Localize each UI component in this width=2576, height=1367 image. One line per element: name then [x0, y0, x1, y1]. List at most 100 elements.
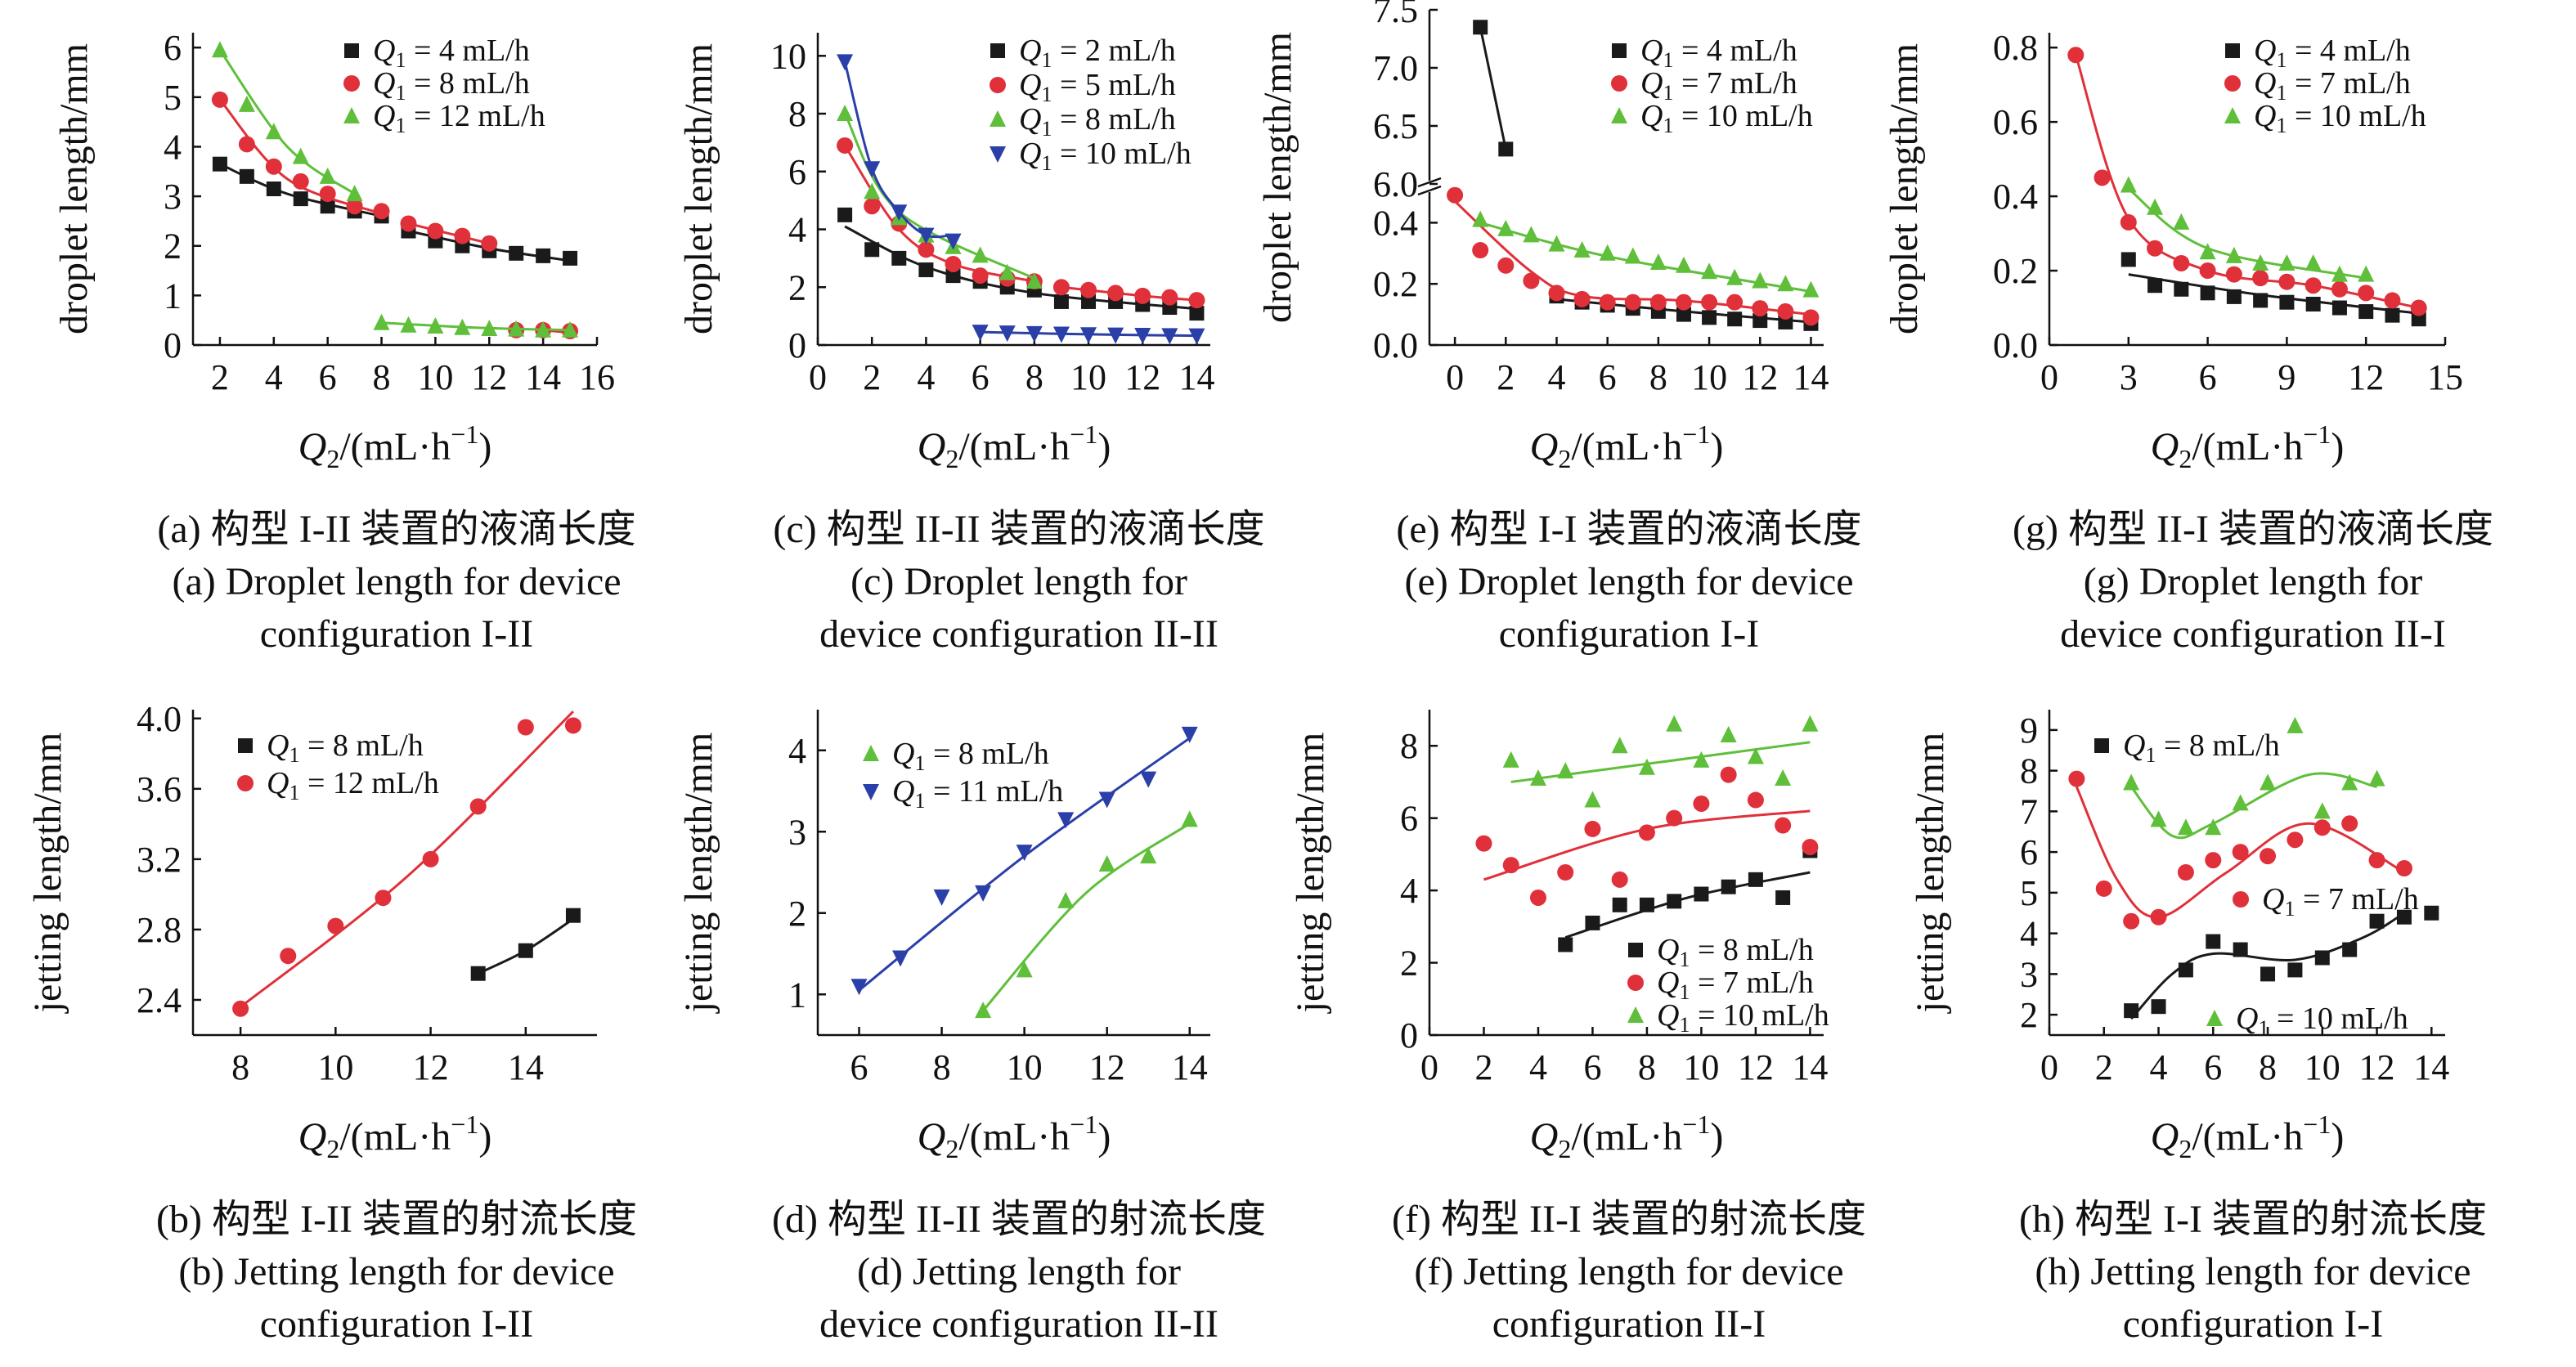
- legend-label-f-2: Q1 = 10 mL/h: [1657, 998, 1829, 1037]
- x-tick-label-e: 8: [1649, 357, 1667, 397]
- y-tick-label-c: 6: [788, 152, 806, 192]
- x-axis-label-f: Q2/(mL·h−1): [1530, 1109, 1724, 1163]
- caption-en-g-2: device configuration II-I: [1942, 608, 2564, 661]
- data-point-c-1-1: [864, 198, 880, 214]
- data-point-c-0-8: [1054, 294, 1069, 309]
- y-tick-label-f: 8: [1400, 726, 1418, 766]
- data-point-h-1-4: [2178, 864, 2194, 881]
- data-point-h-1-7: [2260, 848, 2276, 864]
- chart-panel-e: 0 2 4 6 8 10 12 140.00.20.46.06.57.07.5Q2/(mL·h…: [1256, 0, 1829, 473]
- x-tick-label-a: 14: [525, 357, 561, 397]
- data-point-e-1-2: [1497, 258, 1514, 274]
- y-tick-label-f: 6: [1400, 799, 1418, 839]
- data-point-g-0-0: [2121, 252, 2136, 267]
- caption-cn-h: (h) 构型 I-I 装置的射流长度: [1942, 1194, 2564, 1246]
- data-point-g-0-2: [2174, 282, 2188, 297]
- y-tick-label-e: 6.5: [1373, 106, 1418, 146]
- legend-marker-g-2: [2224, 107, 2241, 123]
- fit-line-f-2-0: [1511, 742, 1811, 782]
- x-tick-label-h: 2: [2095, 1047, 2113, 1087]
- data-point-d-0-5: [1182, 810, 1198, 827]
- data-point-f-1-8: [1693, 796, 1709, 812]
- x-tick-label-e: 14: [1793, 357, 1829, 397]
- y-tick-label-g: 0.6: [1993, 102, 2038, 142]
- x-tick-label-a: 6: [319, 357, 337, 397]
- data-point-g-0-3: [2201, 285, 2215, 300]
- data-point-h-2-6: [2287, 717, 2303, 733]
- legend-marker-g-1: [2224, 75, 2241, 92]
- data-point-h-2-4: [2233, 794, 2249, 810]
- legend-label-d-1: Q1 = 11 mL/h: [892, 774, 1063, 813]
- y-axis-label-f: jetting length/mm: [1289, 733, 1332, 1015]
- data-point-h-0-4: [2233, 943, 2248, 957]
- data-point-e-2-12: [1777, 275, 1793, 291]
- data-point-a-1-1: [239, 136, 255, 152]
- data-point-a-2-5: [347, 185, 363, 201]
- x-tick-label-d: 14: [1172, 1047, 1208, 1087]
- data-point-d-0-3: [1099, 855, 1115, 872]
- caption-en-c-1: (c) Droplet length for: [708, 556, 1330, 608]
- data-point-h-1-12: [2396, 860, 2412, 876]
- data-point-e-1-8: [1650, 294, 1667, 311]
- legend-marker-h-0: [2094, 738, 2109, 753]
- data-point-e-1-1: [1472, 242, 1488, 258]
- chart-panel-f: 0 2 4 6 8 10 12 1402468Q2/(mL·h−1)jetting lengt…: [1289, 710, 1829, 1163]
- x-tick-label-f: 14: [1792, 1047, 1828, 1087]
- legend-marker-a-1: [343, 75, 360, 92]
- y-tick-label-h: 3: [2020, 954, 2038, 994]
- legend-label-c-3: Q1 = 10 mL/h: [1019, 137, 1192, 175]
- data-point-g-1-13: [2411, 300, 2427, 316]
- y-axis-label-b: jetting length/mm: [26, 733, 70, 1015]
- caption-cn-g: (g) 构型 II-I 装置的液滴长度: [1942, 504, 2564, 556]
- data-point-g-1-1: [2094, 169, 2111, 186]
- caption-h: (h) 构型 I-I 装置的射流长度 (h) Jetting length for…: [1942, 1194, 2564, 1351]
- caption-cn-e: (e) 构型 I-I 装置的液滴长度: [1318, 504, 1940, 556]
- x-axis-label-c: Q2/(mL·h−1): [918, 419, 1111, 473]
- legend-marker-e-0: [1612, 43, 1627, 58]
- data-point-h-1-5: [2205, 852, 2221, 868]
- data-point-f-1-0: [1475, 836, 1492, 852]
- x-tick-label-e: 0: [1446, 357, 1464, 397]
- legend-f: Q1 = 8 mL/hQ1 = 7 mL/hQ1 = 10 mL/h: [1627, 933, 1829, 1037]
- fit-line-f-0-0: [1565, 872, 1810, 938]
- data-point-e-0-upper-0: [1473, 20, 1488, 34]
- data-point-c-3-1: [864, 161, 880, 177]
- x-tick-label-h: 4: [2150, 1047, 2168, 1087]
- data-point-g-1-8: [2278, 274, 2295, 290]
- data-point-g-2-9: [2358, 266, 2374, 282]
- data-point-f-1-7: [1666, 810, 1682, 827]
- data-point-f-2-0: [1503, 751, 1519, 768]
- fit-line-f-1-0: [1483, 811, 1810, 880]
- data-point-d-1-7: [1140, 772, 1156, 788]
- data-point-d-1-1: [892, 950, 909, 966]
- y-axis-label-d: jetting length/mm: [677, 733, 720, 1015]
- data-point-e-1-4: [1548, 285, 1564, 301]
- y-tick-label-h: 9: [2020, 710, 2038, 751]
- y-tick-label-g: 0.4: [1993, 177, 2038, 217]
- fit-line-e-0-upper: [1480, 27, 1506, 149]
- data-point-g-0-6: [2279, 295, 2294, 310]
- x-tick-label-b: 12: [413, 1047, 449, 1087]
- caption-e: (e) 构型 I-I 装置的液滴长度 (e) Droplet length for…: [1318, 504, 1940, 661]
- legend-e: Q1 = 4 mL/hQ1 = 7 mL/hQ1 = 10 mL/h: [1611, 34, 1813, 137]
- data-point-a-1-0: [212, 92, 228, 108]
- data-point-f-2-2: [1557, 762, 1573, 778]
- caption-en-g-1: (g) Droplet length for: [1942, 556, 2564, 608]
- chart-panel-b: 8 10 12 142.42.83.23.64.0Q2/(mL·h−1)jetting…: [26, 699, 597, 1163]
- x-tick-label-c: 0: [809, 357, 827, 397]
- x-tick-label-h: 14: [2413, 1047, 2449, 1087]
- data-point-a-1-2: [266, 159, 282, 175]
- x-tick-label-c: 10: [1070, 357, 1106, 397]
- data-point-e-0-upper-1: [1498, 141, 1513, 156]
- legend-marker-e-1: [1611, 75, 1627, 92]
- caption-g: (g) 构型 II-I 装置的液滴长度 (g) Droplet length fo…: [1942, 504, 2564, 661]
- x-tick-label-c: 4: [917, 357, 935, 397]
- y-tick-label-b: 3.2: [137, 840, 182, 880]
- data-point-a-0-13: [563, 251, 577, 266]
- figure-svg: 2 4 6 8 10 12 14 160123456Q2/(mL·h−1)droplet le…: [0, 0, 2576, 1363]
- data-point-c-1-8: [1053, 279, 1070, 295]
- data-point-b-0-0: [471, 966, 486, 981]
- data-point-c-0-2: [891, 251, 906, 266]
